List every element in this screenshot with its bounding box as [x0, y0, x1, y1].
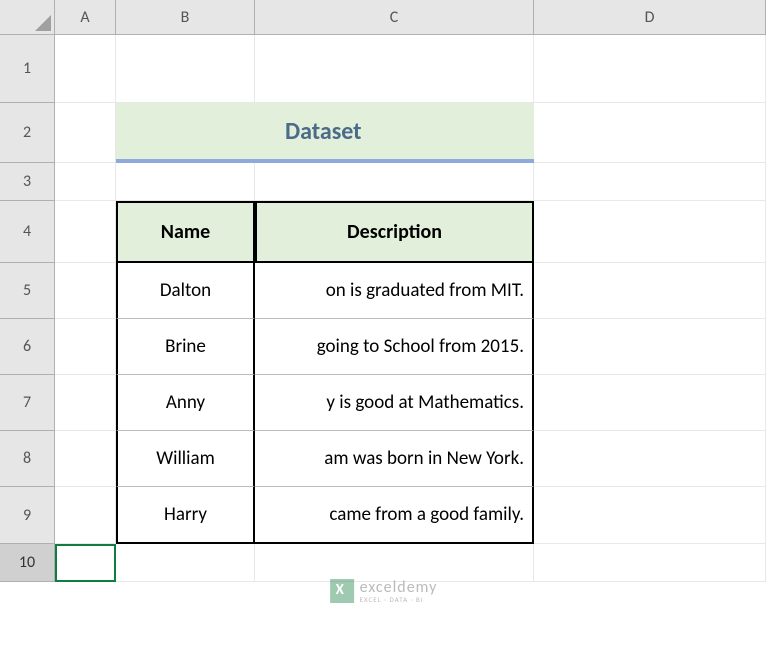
- cell-b3[interactable]: [116, 163, 255, 201]
- cell-d9[interactable]: [534, 487, 766, 544]
- col-header-d[interactable]: D: [534, 0, 766, 35]
- cell-c10[interactable]: [255, 544, 534, 582]
- row-header-7[interactable]: 7: [0, 375, 55, 431]
- cell-d10[interactable]: [534, 544, 766, 582]
- col-header-a[interactable]: A: [55, 0, 116, 35]
- watermark-sub: EXCEL · DATA · BI: [360, 596, 438, 603]
- watermark: exceldemy EXCEL · DATA · BI: [330, 579, 438, 603]
- cell-d5[interactable]: [534, 263, 766, 319]
- cell-a5[interactable]: [55, 263, 116, 319]
- row-header-2[interactable]: 2: [0, 103, 55, 163]
- cell-a10-selected[interactable]: [55, 544, 116, 582]
- row-header-4[interactable]: 4: [0, 201, 55, 263]
- table-row-name[interactable]: Harry: [116, 487, 255, 544]
- table-row-name[interactable]: Dalton: [116, 263, 255, 319]
- row-header-5[interactable]: 5: [0, 263, 55, 319]
- table-row-desc[interactable]: came from a good family.: [255, 487, 534, 544]
- select-all-corner[interactable]: [0, 0, 55, 35]
- excel-icon: [330, 579, 354, 603]
- title-cell[interactable]: Dataset: [255, 103, 534, 163]
- row-header-9[interactable]: 9: [0, 487, 55, 544]
- watermark-text: exceldemy EXCEL · DATA · BI: [360, 580, 438, 603]
- watermark-main: exceldemy: [360, 580, 438, 596]
- desc-text: came from a good family.: [329, 503, 524, 526]
- cell-d4[interactable]: [534, 201, 766, 263]
- cell-d2[interactable]: [534, 103, 766, 163]
- row-header-10[interactable]: 10: [0, 544, 55, 582]
- table-row-desc[interactable]: going to School from 2015.: [255, 319, 534, 375]
- desc-text: going to School from 2015.: [317, 335, 524, 358]
- row-header-3[interactable]: 3: [0, 163, 55, 201]
- cell-a9[interactable]: [55, 487, 116, 544]
- cell-c1[interactable]: [255, 35, 534, 103]
- row-header-1[interactable]: 1: [0, 35, 55, 103]
- table-header-description[interactable]: Description: [255, 201, 534, 263]
- cell-a8[interactable]: [55, 431, 116, 487]
- spreadsheet-grid: A B C D 1 2 Dataset 3 4 Name Description…: [0, 0, 767, 582]
- cell-b10[interactable]: [116, 544, 255, 582]
- cell-a3[interactable]: [55, 163, 116, 201]
- row-header-6[interactable]: 6: [0, 319, 55, 375]
- table-row-name[interactable]: Anny: [116, 375, 255, 431]
- col-header-b[interactable]: B: [116, 0, 255, 35]
- desc-text: on is graduated from MIT.: [326, 279, 524, 302]
- table-row-name[interactable]: Brine: [116, 319, 255, 375]
- table-header-name[interactable]: Name: [116, 201, 255, 263]
- cell-d1[interactable]: [534, 35, 766, 103]
- cell-a7[interactable]: [55, 375, 116, 431]
- cell-a6[interactable]: [55, 319, 116, 375]
- table-row-desc[interactable]: on is graduated from MIT.: [255, 263, 534, 319]
- cell-d7[interactable]: [534, 375, 766, 431]
- cell-a4[interactable]: [55, 201, 116, 263]
- cell-a1[interactable]: [55, 35, 116, 103]
- table-row-desc[interactable]: y is good at Mathematics.: [255, 375, 534, 431]
- col-header-c[interactable]: C: [255, 0, 534, 35]
- cell-d6[interactable]: [534, 319, 766, 375]
- cell-d3[interactable]: [534, 163, 766, 201]
- row-header-8[interactable]: 8: [0, 431, 55, 487]
- cell-b1[interactable]: [116, 35, 255, 103]
- cell-a2[interactable]: [55, 103, 116, 163]
- table-row-desc[interactable]: am was born in New York.: [255, 431, 534, 487]
- cell-c3[interactable]: [255, 163, 534, 201]
- cell-d8[interactable]: [534, 431, 766, 487]
- table-row-name[interactable]: William: [116, 431, 255, 487]
- desc-text: am was born in New York.: [324, 447, 524, 470]
- title-cell-left[interactable]: [116, 103, 255, 163]
- desc-text: y is good at Mathematics.: [326, 391, 524, 414]
